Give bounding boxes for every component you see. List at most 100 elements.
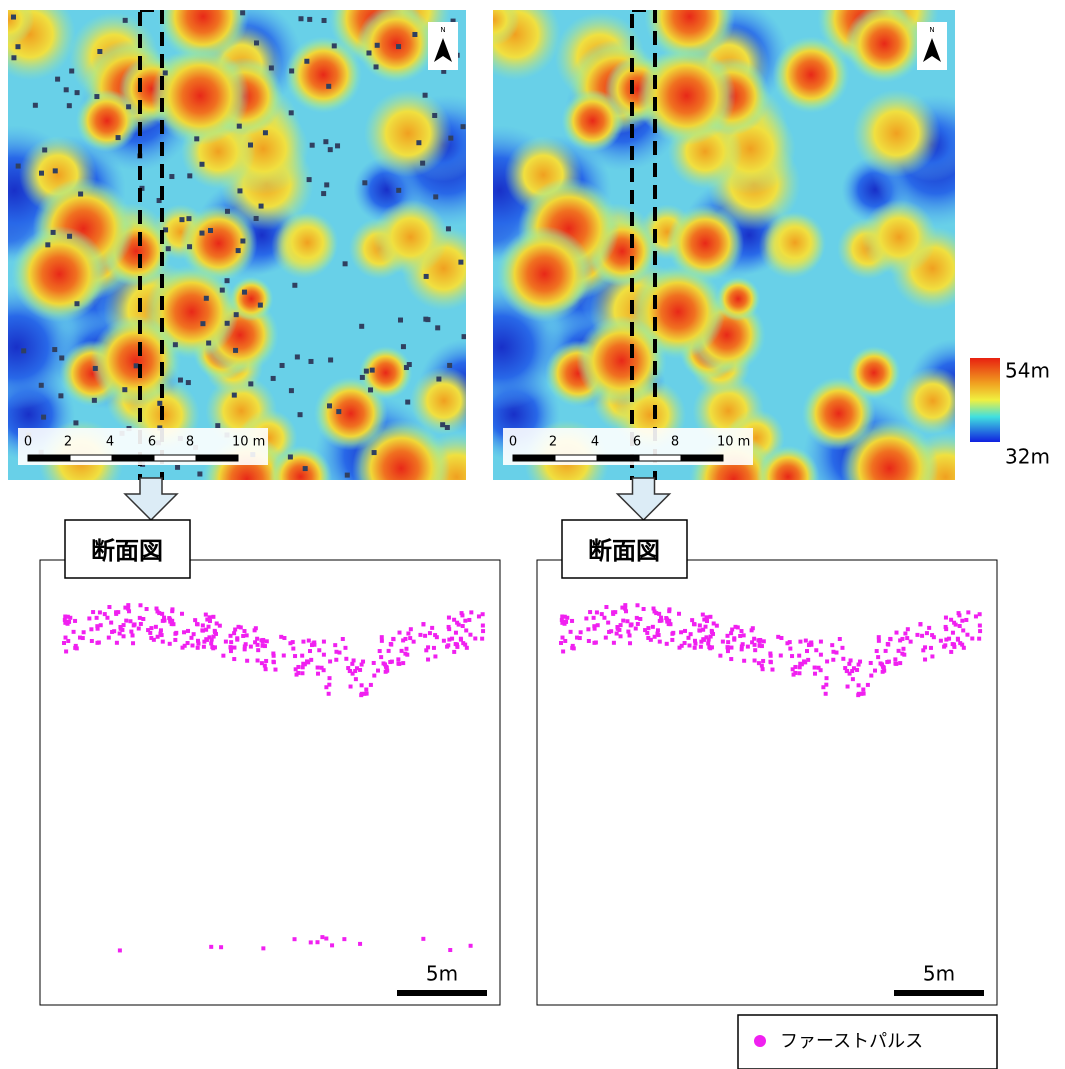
- point: [586, 627, 590, 631]
- point: [210, 638, 214, 642]
- point: [729, 631, 733, 635]
- point: [788, 647, 792, 651]
- point: [947, 637, 951, 641]
- point: [646, 626, 650, 630]
- point: [384, 670, 388, 674]
- point: [327, 692, 331, 696]
- gap-pixel: [323, 139, 328, 144]
- point: [211, 615, 215, 619]
- point: [464, 628, 468, 632]
- gap-pixel: [324, 182, 329, 187]
- point: [256, 648, 260, 652]
- point: [708, 615, 712, 619]
- point: [219, 945, 223, 949]
- gap-pixel: [359, 324, 364, 329]
- point: [897, 649, 901, 653]
- gap-pixel: [304, 59, 309, 64]
- point: [957, 613, 961, 617]
- point: [944, 616, 948, 620]
- point: [615, 632, 619, 636]
- point: [378, 649, 382, 653]
- gap-pixel: [126, 104, 131, 109]
- point: [232, 646, 236, 650]
- gap-pixel: [298, 16, 303, 21]
- point: [881, 670, 885, 674]
- point: [651, 625, 655, 629]
- point: [300, 671, 304, 675]
- gap-pixel: [448, 136, 453, 141]
- gap-pixel: [59, 355, 64, 360]
- point: [705, 615, 709, 619]
- gap-pixel: [194, 136, 199, 141]
- point: [898, 638, 902, 642]
- point: [229, 634, 233, 638]
- point: [729, 646, 733, 650]
- point: [173, 638, 177, 642]
- point: [758, 640, 762, 644]
- point: [869, 674, 873, 678]
- point: [74, 644, 78, 648]
- gap-pixel: [398, 318, 403, 323]
- point: [182, 630, 186, 634]
- gap-pixel: [157, 401, 162, 406]
- gap-pixel: [364, 369, 369, 374]
- point: [665, 617, 669, 621]
- gap-pixel: [94, 94, 99, 99]
- gap-pixel: [254, 216, 259, 221]
- point: [141, 617, 145, 621]
- point: [718, 654, 722, 658]
- point: [699, 645, 703, 649]
- point: [209, 945, 213, 949]
- point: [732, 638, 736, 642]
- point: [481, 629, 485, 633]
- point: [128, 619, 132, 623]
- point: [857, 683, 861, 687]
- gap-pixel: [200, 231, 205, 236]
- point: [469, 944, 473, 948]
- point: [352, 658, 356, 662]
- point: [145, 607, 149, 611]
- point: [819, 668, 823, 672]
- gap-pixel: [295, 354, 300, 359]
- crown: [285, 36, 362, 113]
- point: [271, 652, 275, 656]
- point: [158, 632, 162, 636]
- gap-pixel: [289, 388, 294, 393]
- gap-pixel: [173, 342, 178, 347]
- point: [802, 659, 806, 663]
- point: [161, 640, 165, 644]
- gap-pixel: [215, 423, 220, 428]
- gap-pixel: [41, 415, 46, 420]
- gap-pixel: [328, 147, 333, 152]
- point: [107, 605, 111, 609]
- crown: [847, 346, 901, 400]
- point: [131, 633, 135, 637]
- point: [202, 645, 206, 649]
- point: [477, 614, 481, 618]
- point: [396, 657, 400, 661]
- point: [408, 636, 412, 640]
- point: [288, 641, 292, 645]
- point: [126, 607, 130, 611]
- gap-pixel: [425, 317, 430, 322]
- point: [193, 618, 197, 622]
- point: [757, 661, 761, 665]
- point: [944, 625, 948, 629]
- point: [869, 661, 873, 665]
- point: [825, 676, 829, 680]
- point: [369, 683, 373, 687]
- point: [861, 688, 865, 692]
- point: [847, 662, 851, 666]
- point: [594, 640, 598, 644]
- gap-pixel: [269, 65, 274, 70]
- point: [334, 658, 338, 662]
- crown: [496, 226, 592, 322]
- gap-pixel: [321, 191, 326, 196]
- scale-label: 6: [148, 435, 156, 450]
- gap-pixel: [11, 55, 16, 60]
- point: [635, 603, 639, 607]
- point: [698, 623, 702, 627]
- gap-pixel: [225, 278, 230, 283]
- point: [623, 603, 627, 607]
- point: [97, 640, 101, 644]
